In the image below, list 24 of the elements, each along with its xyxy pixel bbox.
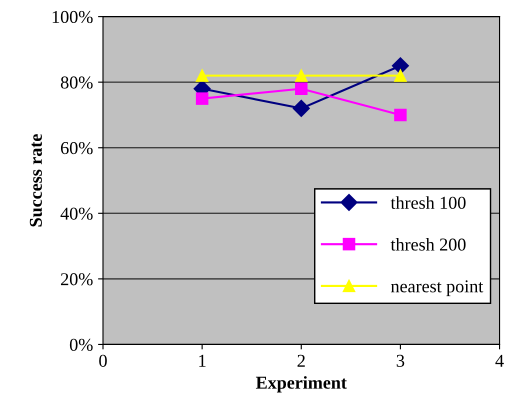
x-tick-label: 1 <box>199 354 206 367</box>
x-tick-label: 2 <box>298 354 305 367</box>
legend-label: thresh 200 <box>390 238 466 251</box>
point <box>292 100 310 117</box>
x-axis-title: Experiment <box>256 376 347 392</box>
point <box>196 69 208 82</box>
y-tick-label: 100% <box>52 10 93 24</box>
y-tick-label: 20% <box>60 273 93 286</box>
point <box>392 57 409 74</box>
x-tick-label: 0 <box>99 354 107 367</box>
legend-label: thresh 100 <box>390 196 466 209</box>
legend-label: nearest point <box>390 280 484 296</box>
point <box>295 82 308 95</box>
y-tick-label: 60% <box>60 142 93 154</box>
x-tick-label: 4 <box>495 354 504 367</box>
y-tick-label: 80% <box>60 76 93 89</box>
y-tick-label: 0% <box>70 338 93 351</box>
point <box>295 69 308 82</box>
y-axis-title: Success rate <box>30 134 42 226</box>
point <box>196 92 208 105</box>
point <box>394 108 407 122</box>
x-tick-label: 3 <box>396 354 404 367</box>
point <box>394 69 407 82</box>
y-tick-label: 40% <box>60 208 93 220</box>
